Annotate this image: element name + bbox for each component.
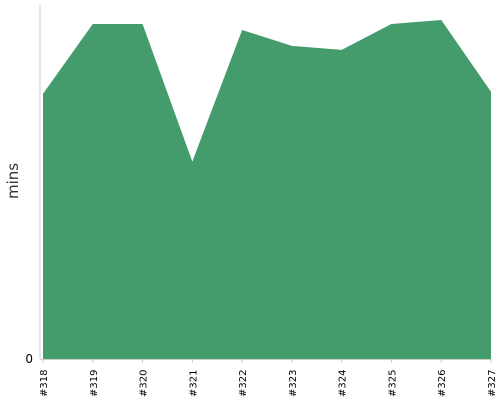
y-tick-label-0: 0	[25, 352, 33, 366]
area-series-0	[43, 20, 491, 359]
x-tick-label-3: #321	[188, 370, 199, 397]
x-tick-label-8: #326	[437, 370, 448, 397]
x-tick-label-0: #318	[39, 370, 50, 397]
x-tick-label-5: #323	[288, 370, 299, 397]
y-axis-ticks: 0	[25, 352, 33, 366]
x-tick-label-2: #320	[139, 370, 150, 397]
x-tick-label-6: #324	[338, 370, 349, 397]
x-tick-label-1: #319	[89, 370, 100, 397]
x-axis-ticks: #318 #319 #320 #321 #322 #323 #324 #325 #326 #327	[39, 359, 498, 397]
y-axis-label: mins	[4, 163, 22, 199]
x-tick-label-9: #327	[487, 370, 498, 397]
area-series-layer	[43, 20, 491, 359]
x-tick-label-4: #322	[238, 370, 249, 397]
x-tick-label-7: #325	[387, 370, 398, 397]
